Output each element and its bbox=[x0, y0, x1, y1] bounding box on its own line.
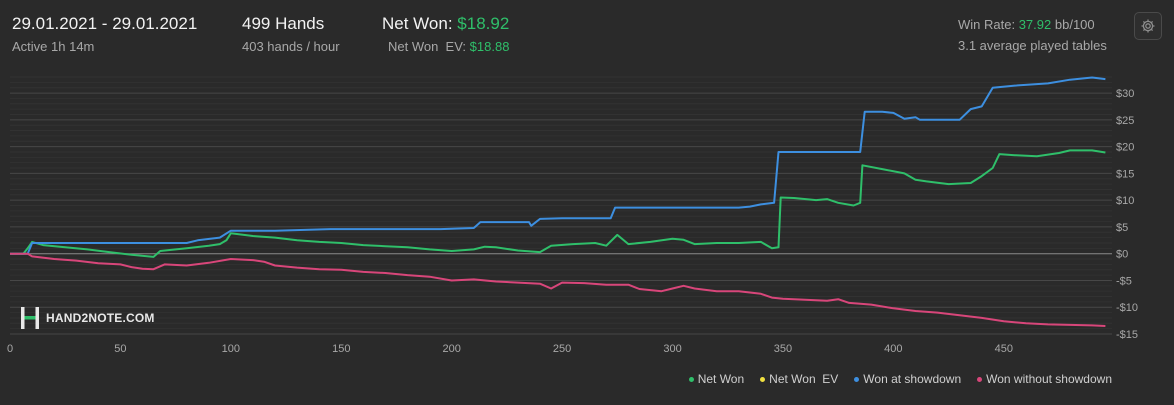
y-tick-label: -$10 bbox=[1116, 302, 1138, 314]
stats-header: 29.01.2021 - 29.01.2021 Active 1h 14m 49… bbox=[0, 0, 1174, 70]
net-won-value: $18.92 bbox=[457, 14, 510, 33]
series-line-won-without-showdown bbox=[10, 252, 1106, 327]
y-tick-label: $20 bbox=[1116, 142, 1134, 154]
x-tick-label: 0 bbox=[7, 343, 13, 355]
y-tick-label: $5 bbox=[1116, 222, 1128, 234]
chart-legend: Net Won Net Won EV Won at showdown Won with… bbox=[688, 372, 1112, 386]
series-line-net-won bbox=[10, 149, 1106, 258]
y-tick-label: $25 bbox=[1116, 115, 1134, 127]
h2n-logo-icon bbox=[21, 307, 39, 329]
hands-per-hour: 403 hands / hour bbox=[242, 39, 340, 54]
x-tick-label: 300 bbox=[663, 343, 681, 355]
y-tick-label: $15 bbox=[1116, 168, 1134, 180]
date-range: 29.01.2021 - 29.01.2021 bbox=[12, 14, 198, 33]
legend-label: Won without showdown bbox=[986, 372, 1112, 386]
y-tick-label: -$15 bbox=[1116, 329, 1138, 341]
legend-dot-icon bbox=[688, 376, 694, 382]
x-tick-label: 200 bbox=[443, 343, 461, 355]
win-rate: Win Rate: 37.92 bb/100 bbox=[958, 17, 1095, 32]
y-tick-label: $10 bbox=[1116, 195, 1134, 207]
active-time: Active 1h 14m bbox=[12, 39, 95, 54]
x-tick-label: 350 bbox=[774, 343, 792, 355]
net-won-ev-value: $18.88 bbox=[469, 39, 510, 54]
legend-item[interactable]: Won at showdown bbox=[854, 372, 961, 386]
hands-count: 499 Hands bbox=[242, 14, 325, 33]
net-won-ev: Net Won EV: $18.88 bbox=[388, 39, 509, 54]
profit-chart[interactable]: $30 $25 $20 $15 $10 $5 $0 -$5 -$10 -$15 0 50 100 150 2… bbox=[0, 72, 1174, 362]
net-won-label: Net Won: bbox=[382, 14, 453, 33]
y-tick-label: $30 bbox=[1116, 88, 1134, 100]
x-tick-label: 400 bbox=[884, 343, 902, 355]
win-rate-value: 37.92 bbox=[1018, 17, 1052, 32]
win-rate-label: Win Rate: bbox=[958, 17, 1016, 32]
x-tick-label: 450 bbox=[995, 343, 1013, 355]
legend-item[interactable]: Won without showdown bbox=[977, 372, 1112, 386]
x-tick-label: 250 bbox=[553, 343, 571, 355]
hand2note-logo: HAND2NOTE.COM bbox=[20, 306, 155, 330]
legend-item[interactable]: Net Won EV bbox=[760, 372, 838, 386]
legend-label: Won at showdown bbox=[863, 372, 962, 386]
legend-dot-icon bbox=[760, 376, 766, 382]
settings-button[interactable] bbox=[1134, 12, 1162, 40]
legend-item[interactable]: Net Won bbox=[688, 372, 745, 386]
net-won-ev-label: Net Won EV: bbox=[388, 39, 467, 54]
x-tick-label: 50 bbox=[114, 343, 126, 355]
average-tables: 3.1 average played tables bbox=[958, 38, 1107, 53]
gear-icon bbox=[1141, 19, 1155, 33]
net-won: Net Won: $18.92 bbox=[382, 14, 509, 34]
y-tick-label: -$5 bbox=[1116, 275, 1132, 287]
logo-text: HAND2NOTE.COM bbox=[46, 311, 155, 325]
x-tick-label: 150 bbox=[332, 343, 350, 355]
y-tick-label: $0 bbox=[1116, 249, 1128, 261]
legend-dot-icon bbox=[977, 376, 983, 382]
legend-dot-icon bbox=[854, 376, 860, 382]
series-line-won-at-showdown bbox=[10, 76, 1106, 255]
legend-label: Net Won bbox=[697, 372, 745, 386]
x-tick-label: 100 bbox=[222, 343, 240, 355]
legend-label: Net Won EV bbox=[769, 372, 839, 386]
win-rate-unit: bb/100 bbox=[1054, 17, 1095, 32]
